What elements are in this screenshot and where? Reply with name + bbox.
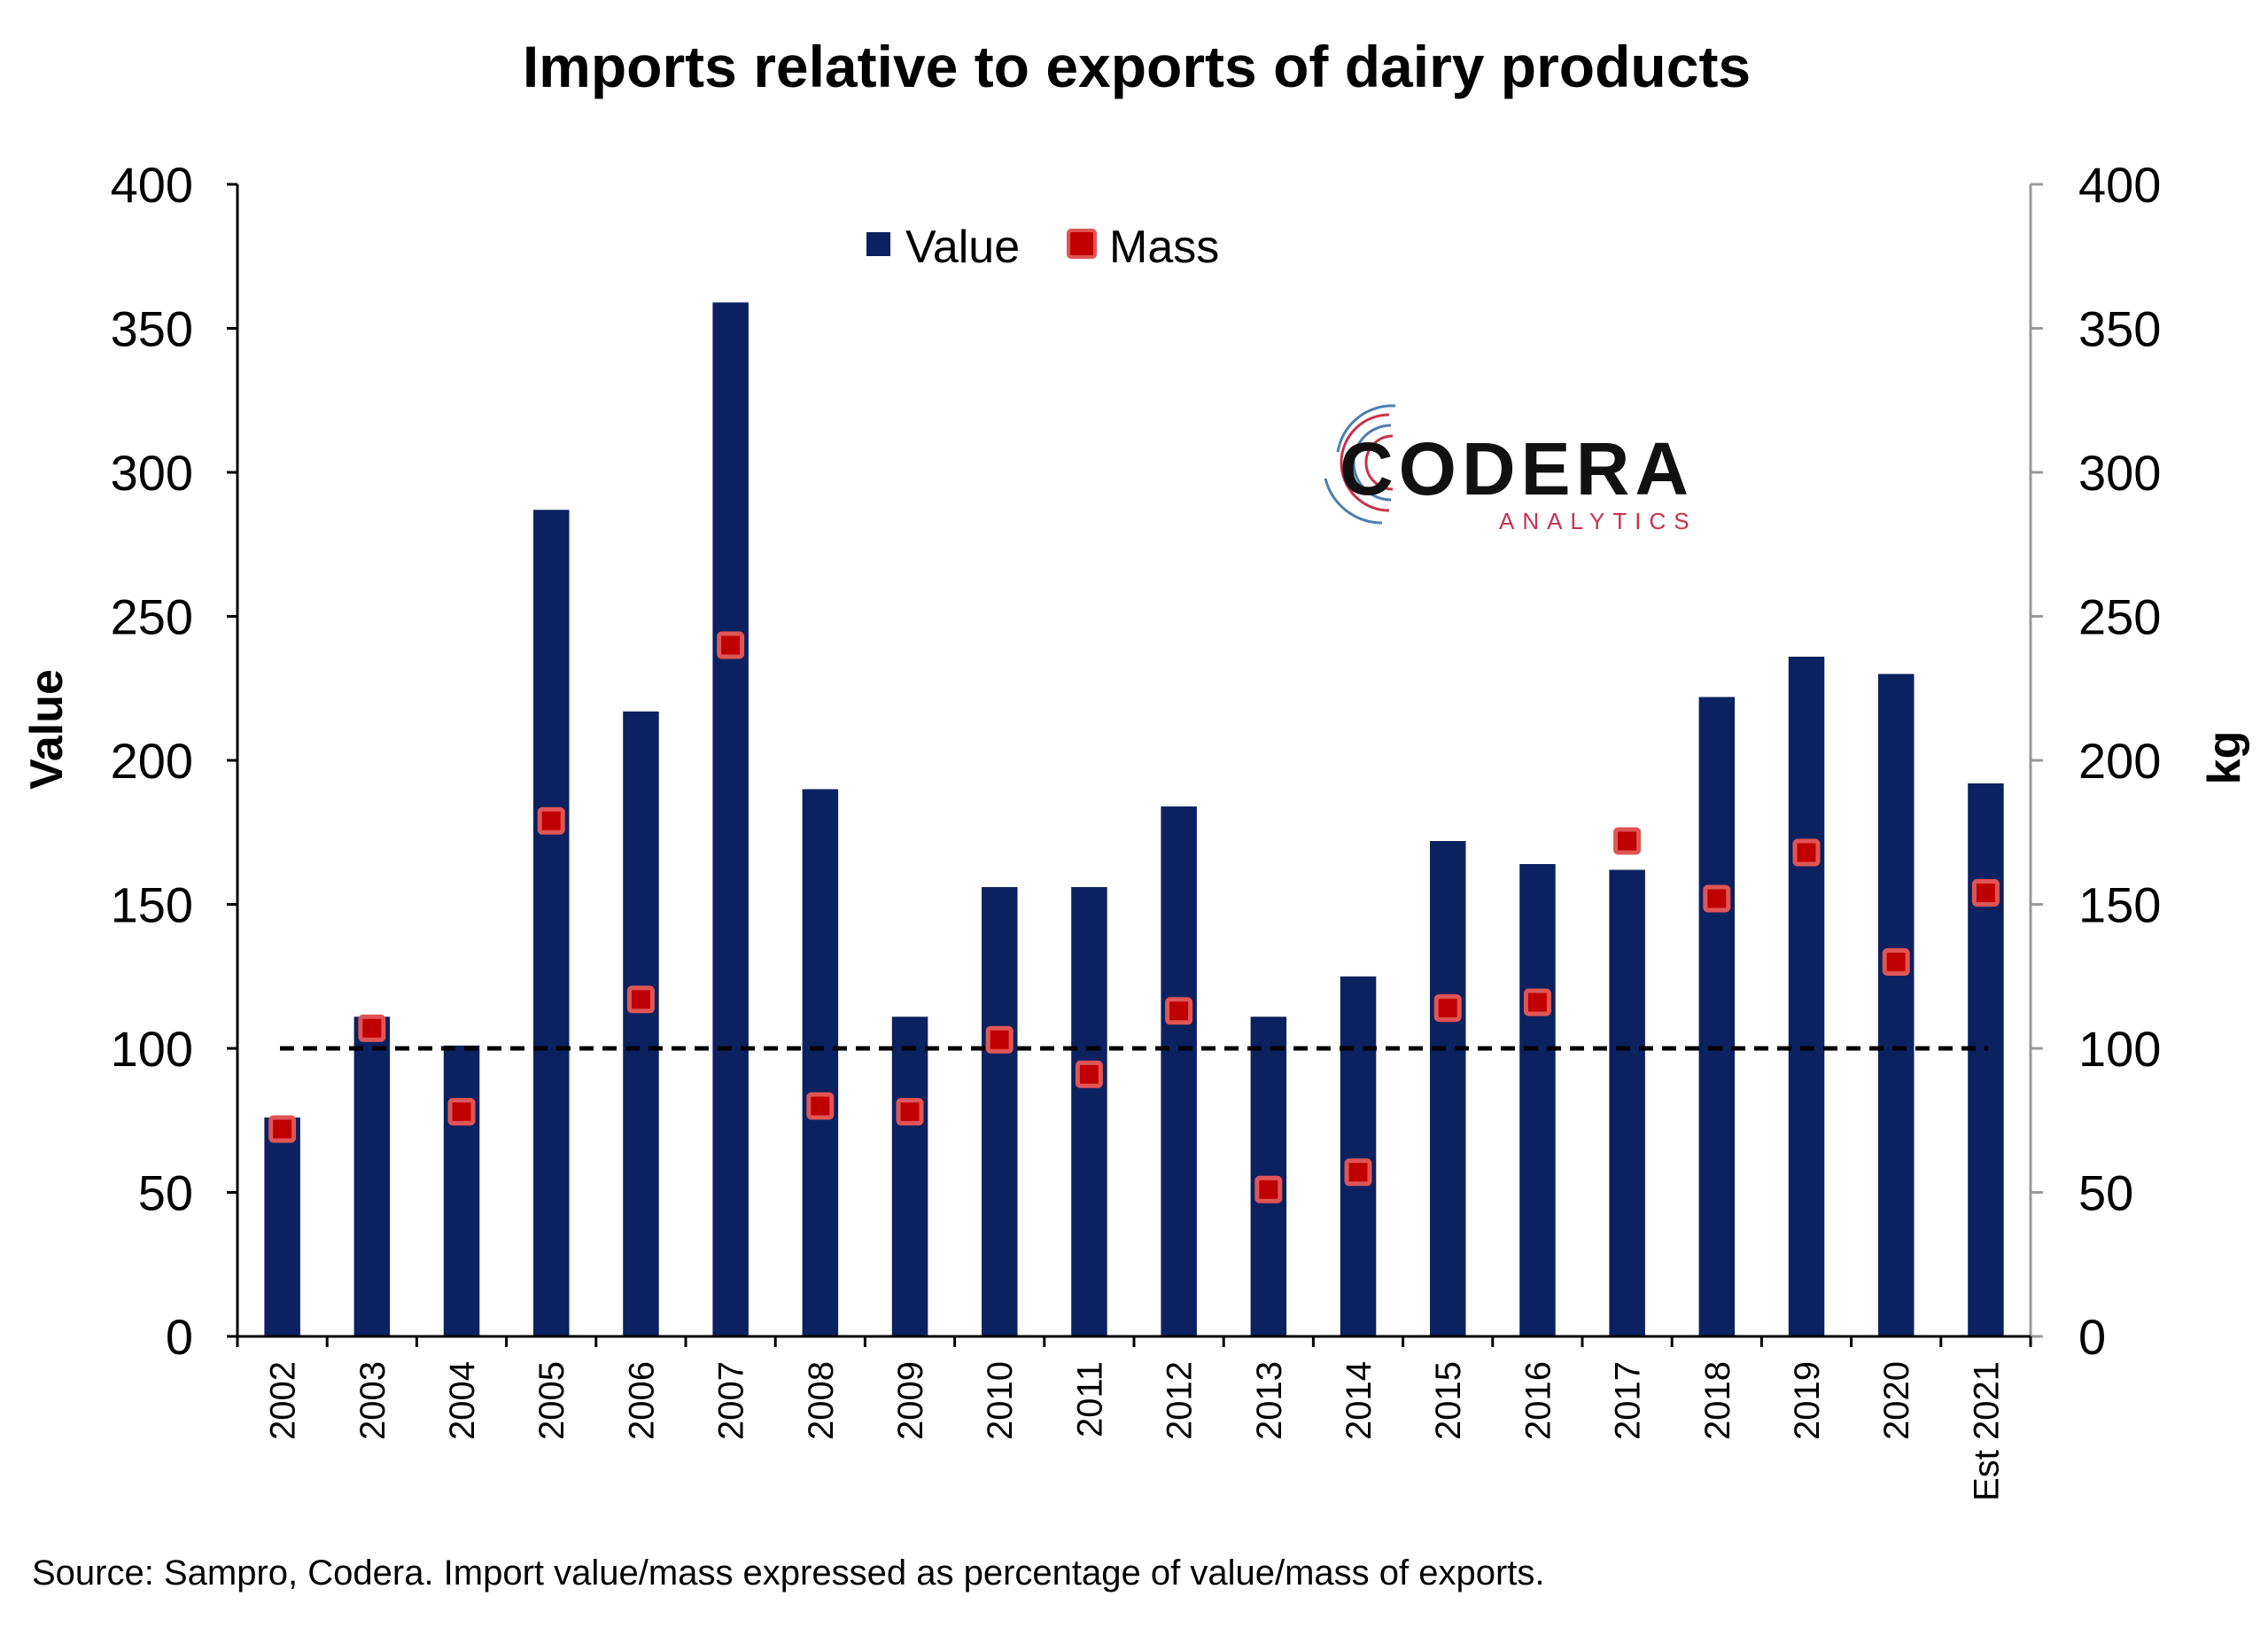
legend: Value Mass — [866, 222, 1219, 273]
marker-mass-2014 — [1344, 1158, 1372, 1187]
marker-mass-2007 — [717, 631, 745, 659]
left-tick-label-350: 350 — [111, 301, 193, 357]
marker-mass-2008 — [806, 1092, 835, 1120]
marker-mass-2016 — [1523, 988, 1551, 1016]
left-axis-title: Value — [21, 669, 73, 790]
x-tick-label-2020: 2020 — [1877, 1361, 1916, 1440]
bar-value-2002 — [264, 1118, 300, 1336]
left-tick-label-150: 150 — [111, 877, 193, 933]
marker-mass-2011 — [1075, 1060, 1103, 1088]
right-tick-label-250: 250 — [2078, 589, 2161, 645]
x-tick-label-2011: 2011 — [1070, 1361, 1109, 1437]
x-tick-label-2016: 2016 — [1518, 1361, 1557, 1440]
bar-value-2005 — [533, 510, 570, 1337]
bar-value-2003 — [353, 1016, 391, 1337]
marker-mass-2018 — [1703, 884, 1731, 913]
x-tick-label-2019: 2019 — [1788, 1361, 1827, 1440]
right-axis-title-text: kg — [2199, 731, 2250, 785]
bar-value-2008 — [802, 789, 839, 1336]
bar-value-2018 — [1698, 697, 1736, 1336]
right-tick-label-400: 400 — [2078, 157, 2161, 213]
x-tick-label-2018: 2018 — [1698, 1361, 1737, 1440]
marker-mass-2019 — [1792, 838, 1821, 867]
marker-mass-2004 — [447, 1098, 476, 1125]
codera-logo: CODERA ANALYTICS — [1324, 404, 1697, 534]
x-tick-label-2005: 2005 — [532, 1361, 571, 1440]
right-tick-label-50: 50 — [2078, 1165, 2133, 1221]
bar-value-2011 — [1071, 887, 1107, 1336]
plot-area: 0 0 50 50 100 100 150 150 200 200 250 250 300 300 350 3… — [111, 157, 2162, 1501]
bar-value-2004 — [443, 1045, 480, 1337]
source-note: Source: Sampro, Codera. Import value/mas… — [32, 1554, 1545, 1593]
codera-logo-mark — [1324, 404, 1396, 525]
right-tick-label-300: 300 — [2078, 445, 2161, 501]
x-tick-label-2015: 2015 — [1429, 1361, 1468, 1440]
x-tick-label-2013: 2013 — [1250, 1361, 1289, 1440]
marker-mass-2005 — [537, 806, 565, 835]
bar-value-2016 — [1519, 864, 1556, 1336]
bar-value-2015 — [1430, 841, 1466, 1336]
left-tick-label-400: 400 — [111, 157, 193, 213]
left-tick-label-250: 250 — [111, 589, 193, 645]
legend-value-swatch — [866, 232, 890, 256]
left-tick-label-200: 200 — [111, 733, 193, 789]
x-tick-label-2003: 2003 — [353, 1361, 392, 1440]
bar-value-2006 — [623, 711, 659, 1337]
x-tick-label-2010: 2010 — [981, 1361, 1020, 1440]
x-tick-label-2017: 2017 — [1609, 1361, 1648, 1440]
marker-mass-2003 — [358, 1014, 386, 1042]
marker-mass-2010 — [985, 1025, 1014, 1054]
bar-value-2014 — [1340, 976, 1377, 1337]
x-tick-label-2004: 2004 — [443, 1361, 482, 1440]
right-tick-label-0: 0 — [2078, 1309, 2106, 1365]
right-tick-label-150: 150 — [2078, 877, 2161, 933]
bar-value-2009 — [891, 1016, 928, 1337]
right-tick-label-350: 350 — [2078, 301, 2161, 357]
bar-value-2017 — [1609, 869, 1645, 1336]
bar-value-2012 — [1161, 806, 1197, 1336]
codera-logo-subtitle: ANALYTICS — [1499, 508, 1697, 534]
bar-value-2020 — [1878, 674, 1915, 1336]
marker-mass-2013 — [1254, 1175, 1283, 1203]
legend-mass-swatch — [1067, 229, 1097, 259]
x-tick-label-2008: 2008 — [802, 1361, 841, 1440]
left-tick-label-50: 50 — [138, 1165, 193, 1221]
legend-value-label: Value — [905, 222, 1020, 273]
right-tick-label-100: 100 — [2078, 1021, 2161, 1077]
right-axis-title: kg — [2199, 731, 2250, 785]
x-tick-label-2009: 2009 — [891, 1361, 930, 1440]
x-tick-label-est-2021: Est 2021 — [1967, 1361, 2006, 1501]
right-tick-label-200: 200 — [2078, 733, 2161, 789]
left-tick-label-0: 0 — [166, 1309, 193, 1365]
x-tick-label-2007: 2007 — [712, 1361, 751, 1440]
bar-value-2019 — [1788, 657, 1825, 1336]
marker-mass-2012 — [1165, 997, 1193, 1025]
marker-mass-2017 — [1613, 827, 1642, 855]
left-axis-title-text: Value — [21, 669, 73, 790]
bar-value-est-2021 — [1968, 783, 2004, 1336]
bar-value-2010 — [982, 887, 1018, 1336]
codera-logo-text: CODERA — [1340, 427, 1694, 510]
x-tick-label-2006: 2006 — [622, 1361, 661, 1440]
marker-mass-2015 — [1433, 994, 1462, 1022]
bar-value-2007 — [712, 302, 749, 1337]
marker-mass-est-2021 — [1971, 879, 2000, 907]
legend-mass-label: Mass — [1109, 222, 1219, 273]
marker-mass-2006 — [626, 985, 655, 1014]
left-tick-label-100: 100 — [111, 1021, 193, 1077]
chart-title: Imports relative to exports of dairy pro… — [523, 34, 1751, 99]
left-tick-label-300: 300 — [111, 445, 193, 501]
x-tick-label-2002: 2002 — [264, 1361, 303, 1440]
x-tick-label-2012: 2012 — [1161, 1361, 1200, 1440]
marker-mass-2020 — [1882, 948, 1910, 976]
marker-mass-2002 — [268, 1115, 297, 1143]
x-tick-label-2014: 2014 — [1340, 1361, 1379, 1440]
marker-mass-2009 — [896, 1098, 924, 1125]
